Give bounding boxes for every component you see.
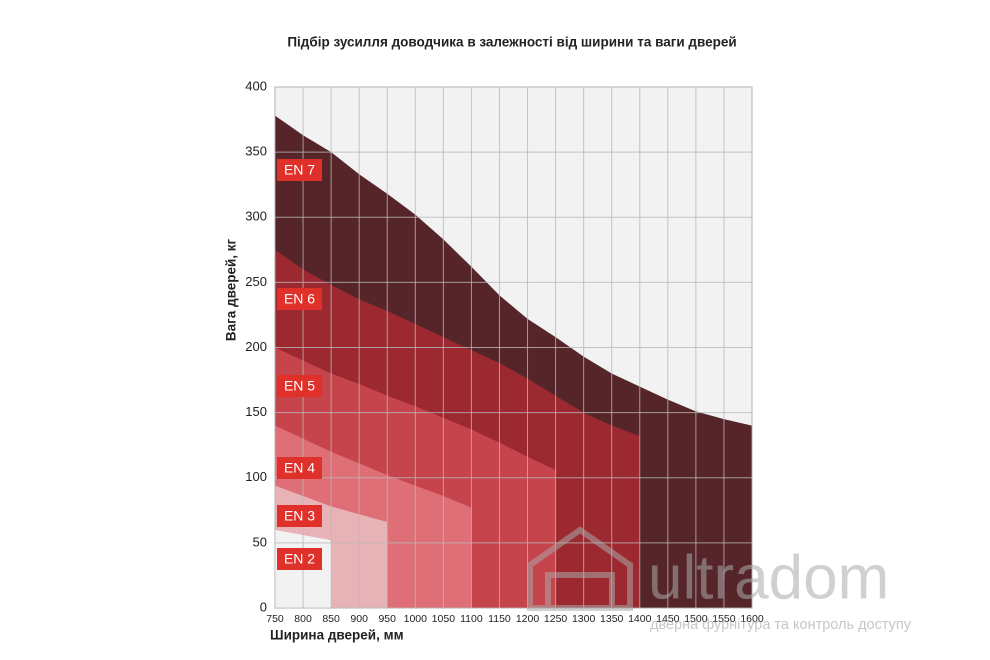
y-tick-label: 400 bbox=[245, 78, 267, 93]
legend-label: EN 7 bbox=[284, 162, 315, 178]
legend-badge bbox=[277, 548, 322, 570]
x-tick-label: 850 bbox=[322, 613, 340, 625]
x-tick-label: 950 bbox=[378, 613, 396, 625]
y-tick-label: 50 bbox=[253, 534, 267, 549]
x-axis-label: Ширина дверей, мм bbox=[270, 628, 404, 643]
watermark-tagline: дверна фурнітура та контроль доступу bbox=[650, 617, 912, 633]
x-tick-label: 1400 bbox=[628, 613, 652, 625]
legend-label: EN 3 bbox=[284, 508, 315, 524]
x-tick-label: 1300 bbox=[572, 613, 596, 625]
y-tick-label: 0 bbox=[260, 599, 267, 614]
y-tick-label: 200 bbox=[245, 339, 267, 354]
y-tick-label: 100 bbox=[245, 469, 267, 484]
x-tick-label: 1450 bbox=[656, 613, 680, 625]
x-tick-label: 1550 bbox=[712, 613, 736, 625]
x-tick-label: 1600 bbox=[740, 613, 764, 625]
x-tick-label: 1150 bbox=[488, 613, 511, 625]
legend-label: EN 6 bbox=[284, 291, 315, 307]
legend-badge bbox=[277, 375, 322, 397]
y-tick-label: 150 bbox=[245, 404, 267, 419]
legend-badge bbox=[277, 288, 322, 310]
x-tick-label: 1200 bbox=[516, 613, 540, 625]
watermark-icon bbox=[527, 526, 633, 611]
legend-label: EN 2 bbox=[284, 551, 315, 567]
watermark-brand: ultradom bbox=[648, 543, 889, 612]
y-tick-label: 250 bbox=[245, 274, 267, 289]
x-tick-label: 900 bbox=[350, 613, 368, 625]
legend-badge bbox=[277, 457, 322, 479]
x-tick-label: 1500 bbox=[684, 613, 708, 625]
legend-label: EN 4 bbox=[284, 460, 315, 476]
chart-title: Підбір зусилля доводчика в залежності ві… bbox=[287, 35, 736, 50]
x-tick-label: 750 bbox=[266, 613, 284, 625]
y-tick-label: 300 bbox=[245, 209, 267, 224]
legend-badge bbox=[277, 159, 322, 181]
x-tick-label: 1050 bbox=[432, 613, 456, 625]
legend-label: EN 5 bbox=[284, 378, 315, 394]
x-tick-label: 1250 bbox=[544, 613, 568, 625]
x-tick-label: 1100 bbox=[460, 613, 483, 625]
watermark: ultradom дверна фурнітура та контроль до… bbox=[527, 526, 912, 633]
legend-badge bbox=[277, 505, 322, 527]
y-tick-label: 350 bbox=[245, 144, 267, 159]
x-tick-label: 1350 bbox=[600, 613, 624, 625]
x-tick-label: 1000 bbox=[404, 613, 428, 625]
y-axis-label: Вага дверей, кг bbox=[224, 238, 239, 341]
x-tick-label: 800 bbox=[294, 613, 312, 625]
